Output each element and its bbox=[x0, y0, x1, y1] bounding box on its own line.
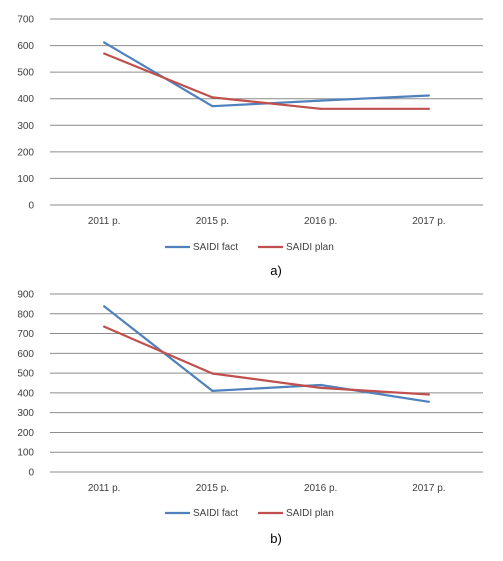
x-tick-label: 2015 p. bbox=[196, 483, 229, 494]
series-line-saidi-fact bbox=[103, 305, 430, 403]
data-point-saidi-plan bbox=[103, 52, 106, 55]
y-tick-label: 700 bbox=[17, 15, 34, 26]
x-tick-label: 2011 p. bbox=[88, 216, 121, 227]
chart-caption: a) bbox=[270, 263, 282, 278]
y-tick-label: 0 bbox=[28, 201, 34, 212]
y-tick-label: 900 bbox=[17, 290, 34, 301]
x-tick-label: 2016 p. bbox=[304, 216, 337, 227]
x-tick-label: 2017 p. bbox=[412, 216, 445, 227]
x-tick-label: 2015 p. bbox=[196, 216, 229, 227]
y-tick-label: 400 bbox=[17, 94, 34, 105]
data-point-saidi-plan bbox=[103, 325, 106, 328]
y-tick-label: 0 bbox=[28, 468, 34, 479]
legend-label-saidi-fact: SAIDI fact bbox=[193, 508, 238, 519]
legend-label-saidi-plan: SAIDI plan bbox=[286, 242, 334, 253]
series-line-saidi-plan bbox=[103, 325, 429, 396]
y-tick-label: 500 bbox=[17, 369, 34, 380]
series-line-saidi-plan bbox=[103, 52, 429, 110]
x-tick-label: 2011 p. bbox=[88, 483, 121, 494]
y-tick-label: 700 bbox=[17, 329, 34, 340]
data-point-saidi-plan bbox=[319, 107, 322, 110]
y-tick-label: 600 bbox=[17, 349, 34, 360]
y-tick-label: 500 bbox=[17, 68, 34, 79]
data-point-saidi-fact bbox=[211, 389, 214, 393]
data-point-saidi-fact bbox=[427, 400, 430, 403]
y-tick-label: 200 bbox=[17, 428, 34, 439]
data-point-saidi-fact bbox=[103, 305, 106, 308]
y-tick-label: 100 bbox=[17, 448, 34, 459]
y-tick-label: 400 bbox=[17, 388, 34, 399]
data-point-saidi-fact bbox=[427, 94, 430, 97]
y-tick-label: 600 bbox=[17, 41, 34, 52]
data-point-saidi-plan bbox=[211, 372, 214, 375]
x-tick-label: 2016 p. bbox=[304, 483, 337, 494]
data-point-saidi-plan bbox=[427, 393, 430, 396]
data-point-saidi-plan bbox=[319, 386, 322, 390]
x-tick-label: 2017 p. bbox=[412, 483, 445, 494]
y-tick-label: 100 bbox=[17, 174, 34, 185]
data-point-saidi-plan bbox=[427, 107, 430, 110]
y-tick-label: 300 bbox=[17, 121, 34, 132]
y-tick-label: 200 bbox=[17, 147, 34, 158]
chart-caption: b) bbox=[270, 531, 282, 546]
legend-label-saidi-fact: SAIDI fact bbox=[193, 242, 238, 253]
legend-label-saidi-plan: SAIDI plan bbox=[286, 508, 334, 519]
y-tick-label: 300 bbox=[17, 408, 34, 419]
data-point-saidi-plan bbox=[211, 96, 214, 99]
data-point-saidi-fact bbox=[319, 383, 322, 387]
data-point-saidi-fact bbox=[319, 99, 322, 102]
data-point-saidi-fact bbox=[103, 41, 106, 44]
y-tick-label: 800 bbox=[17, 309, 34, 320]
data-point-saidi-fact bbox=[211, 105, 214, 108]
